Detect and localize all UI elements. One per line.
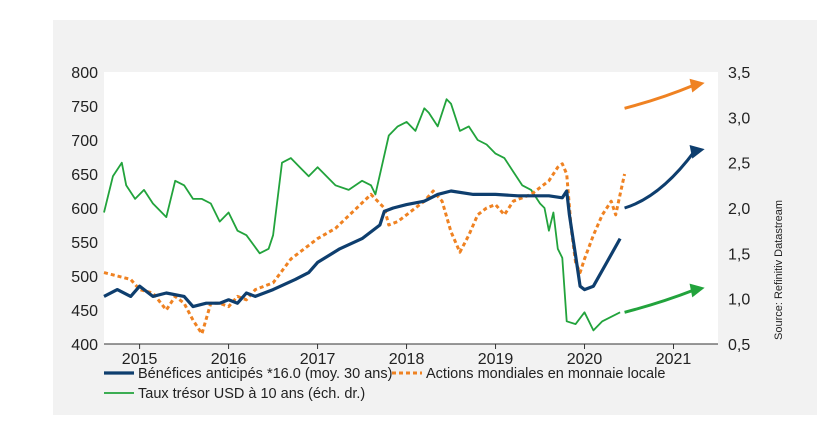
x-tick-label: 2020 bbox=[567, 351, 603, 368]
source-note: Source: Refinitiv Datastream bbox=[773, 200, 785, 340]
y-left-tick-label: 500 bbox=[71, 269, 98, 286]
y-right-tick-label: 1,0 bbox=[728, 292, 750, 309]
y-right-tick-label: 0,5 bbox=[728, 337, 750, 354]
x-tick-label: 2015 bbox=[122, 351, 158, 368]
trend-arrow-line-1 bbox=[624, 83, 696, 110]
series-line-benefices bbox=[103, 189, 622, 309]
series-line-taux bbox=[103, 98, 621, 332]
trend-arrow-line-2 bbox=[624, 150, 696, 210]
y-left-tick-label: 600 bbox=[71, 201, 98, 218]
trend-arrow-head-3 bbox=[689, 283, 705, 298]
legend-label: Taux trésor USD à 10 ans (éch. dr.) bbox=[138, 386, 365, 402]
y-left-tick-label: 800 bbox=[71, 65, 98, 82]
y-left-tick-label: 400 bbox=[71, 337, 98, 354]
x-tick-label: 2019 bbox=[478, 351, 514, 368]
trend-arrow-head-2 bbox=[689, 144, 705, 159]
y-left-tick-label: 700 bbox=[71, 133, 98, 150]
y-left-tick-label: 650 bbox=[71, 167, 98, 184]
y-left-tick-label: 750 bbox=[71, 99, 98, 116]
y-right-tick-label: 3,0 bbox=[728, 110, 750, 127]
y-right-tick-label: 3,5 bbox=[728, 65, 750, 82]
y-left-tick-label: 550 bbox=[71, 235, 98, 252]
legend-label: Bénéfices anticipés *16.0 (moy. 30 ans) bbox=[138, 366, 392, 382]
x-tick-label: 2016 bbox=[211, 351, 247, 368]
y-right-tick-label: 2,0 bbox=[728, 201, 750, 218]
y-right-tick-label: 1,5 bbox=[728, 246, 750, 263]
y-right-tick-label: 2,5 bbox=[728, 156, 750, 173]
trend-arrow-line-3 bbox=[624, 288, 696, 314]
x-tick-label: 2018 bbox=[389, 351, 425, 368]
legend-label: Actions mondiales en monnaie locale bbox=[426, 366, 665, 382]
trend-arrow-head-1 bbox=[689, 78, 705, 93]
x-tick-label: 2017 bbox=[300, 351, 336, 368]
y-left-tick-label: 450 bbox=[71, 303, 98, 320]
x-tick-label: 2021 bbox=[656, 351, 692, 368]
